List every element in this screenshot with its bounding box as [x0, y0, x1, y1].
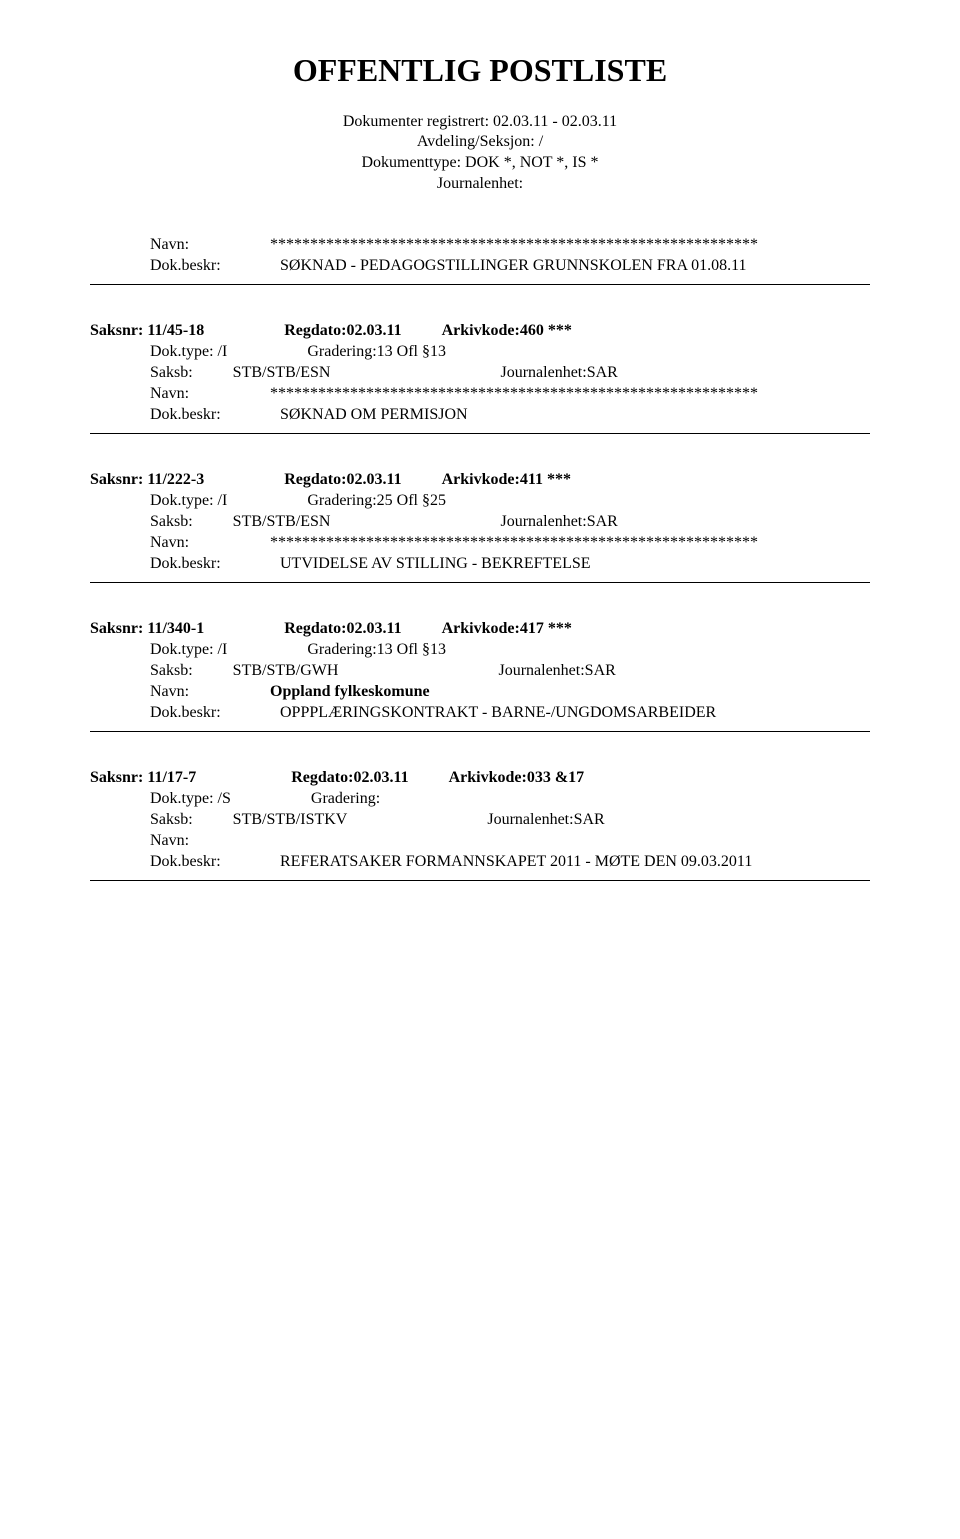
navn-value: [270, 831, 870, 852]
saksb-field: Saksb: STB/STB/ESN: [150, 363, 330, 384]
entry-separator: [90, 582, 870, 583]
document-entry: Saksnr: 11/45-18 Regdato:02.03.11 Arkivk…: [90, 321, 870, 434]
saksnr-field: Saksnr: 11/45-18: [90, 321, 204, 342]
navn-label: Navn:: [150, 533, 270, 554]
navn-label: Navn:: [150, 682, 270, 703]
navn-value: ****************************************…: [270, 533, 870, 554]
navn-value: ****************************************…: [270, 235, 870, 256]
dokbeskr-label: Dok.beskr:: [150, 703, 270, 724]
regdato-field: Regdato:02.03.11: [284, 470, 401, 491]
main-title: OFFENTLIG POSTLISTE: [90, 50, 870, 92]
doktype-field: Dok.type: /I: [150, 491, 227, 512]
dokbeskr-value: SØKNAD OM PERMISJON: [270, 405, 870, 426]
document-entry: Saksnr: 11/222-3 Regdato:02.03.11 Arkivk…: [90, 470, 870, 583]
dokbeskr-label: Dok.beskr:: [150, 852, 270, 873]
navn-value: Oppland fylkeskomune: [270, 682, 870, 703]
dokbeskr-label: Dok.beskr:: [150, 554, 270, 575]
document-header: OFFENTLIG POSTLISTE Dokumenter registrer…: [90, 50, 870, 195]
document-entry: Navn: **********************************…: [90, 235, 870, 286]
dokbeskr-label: Dok.beskr:: [150, 405, 270, 426]
arkivkode-field: Arkivkode:411 ***: [442, 470, 571, 491]
arkivkode-field: Arkivkode:460 ***: [442, 321, 572, 342]
saksnr-field: Saksnr: 11/222-3: [90, 470, 204, 491]
navn-label: Navn:: [150, 384, 270, 405]
navn-value: ****************************************…: [270, 384, 870, 405]
regdato-field: Regdato:02.03.11: [291, 768, 408, 789]
header-registered: Dokumenter registrert: 02.03.11 - 02.03.…: [90, 112, 870, 133]
doktype-field: Dok.type: /I: [150, 342, 227, 363]
doktype-field: Dok.type: /I: [150, 640, 227, 661]
saksnr-field: Saksnr: 11/340-1: [90, 619, 204, 640]
arkivkode-field: Arkivkode:033 &17: [449, 768, 585, 789]
entry-separator: [90, 284, 870, 285]
regdato-field: Regdato:02.03.11: [284, 321, 401, 342]
saksnr-field: Saksnr: 11/17-7: [90, 768, 196, 789]
regdato-field: Regdato:02.03.11: [284, 619, 401, 640]
dokbeskr-value: REFERATSAKER FORMANNSKAPET 2011 - MØTE D…: [270, 852, 870, 873]
header-journalenhet: Journalenhet:: [90, 174, 870, 195]
dokbeskr-value: OPPPLÆRINGSKONTRAKT - BARNE-/UNGDOMSARBE…: [270, 703, 870, 724]
document-entry: Saksnr: 11/340-1 Regdato:02.03.11 Arkivk…: [90, 619, 870, 732]
entry-separator: [90, 731, 870, 732]
journalenhet-field: Journalenhet:SAR: [487, 810, 604, 831]
saksb-field: Saksb: STB/STB/GWH: [150, 661, 338, 682]
saksb-field: Saksb: STB/STB/ESN: [150, 512, 330, 533]
journalenhet-field: Journalenhet:SAR: [500, 363, 617, 384]
arkivkode-field: Arkivkode:417 ***: [442, 619, 572, 640]
document-entry: Saksnr: 11/17-7 Regdato:02.03.11 Arkivko…: [90, 768, 870, 881]
dokbeskr-value: SØKNAD - PEDAGOGSTILLINGER GRUNNSKOLEN F…: [270, 256, 870, 277]
gradering-field: Gradering:: [311, 789, 380, 810]
gradering-field: Gradering:13 Ofl §13: [307, 342, 446, 363]
doktype-field: Dok.type: /S: [150, 789, 231, 810]
saksb-field: Saksb: STB/STB/ISTKV: [150, 810, 347, 831]
header-avdeling: Avdeling/Seksjon: /: [90, 132, 870, 153]
dokbeskr-value: UTVIDELSE AV STILLING - BEKREFTELSE: [270, 554, 870, 575]
navn-label: Navn:: [150, 831, 270, 852]
entry-separator: [90, 433, 870, 434]
entry-separator: [90, 880, 870, 881]
journalenhet-field: Journalenhet:SAR: [500, 512, 617, 533]
gradering-field: Gradering:13 Ofl §13: [307, 640, 446, 661]
journalenhet-field: Journalenhet:SAR: [498, 661, 615, 682]
gradering-field: Gradering:25 Ofl §25: [307, 491, 446, 512]
dokbeskr-label: Dok.beskr:: [150, 256, 270, 277]
header-dokumenttype: Dokumenttype: DOK *, NOT *, IS *: [90, 153, 870, 174]
navn-label: Navn:: [150, 235, 270, 256]
